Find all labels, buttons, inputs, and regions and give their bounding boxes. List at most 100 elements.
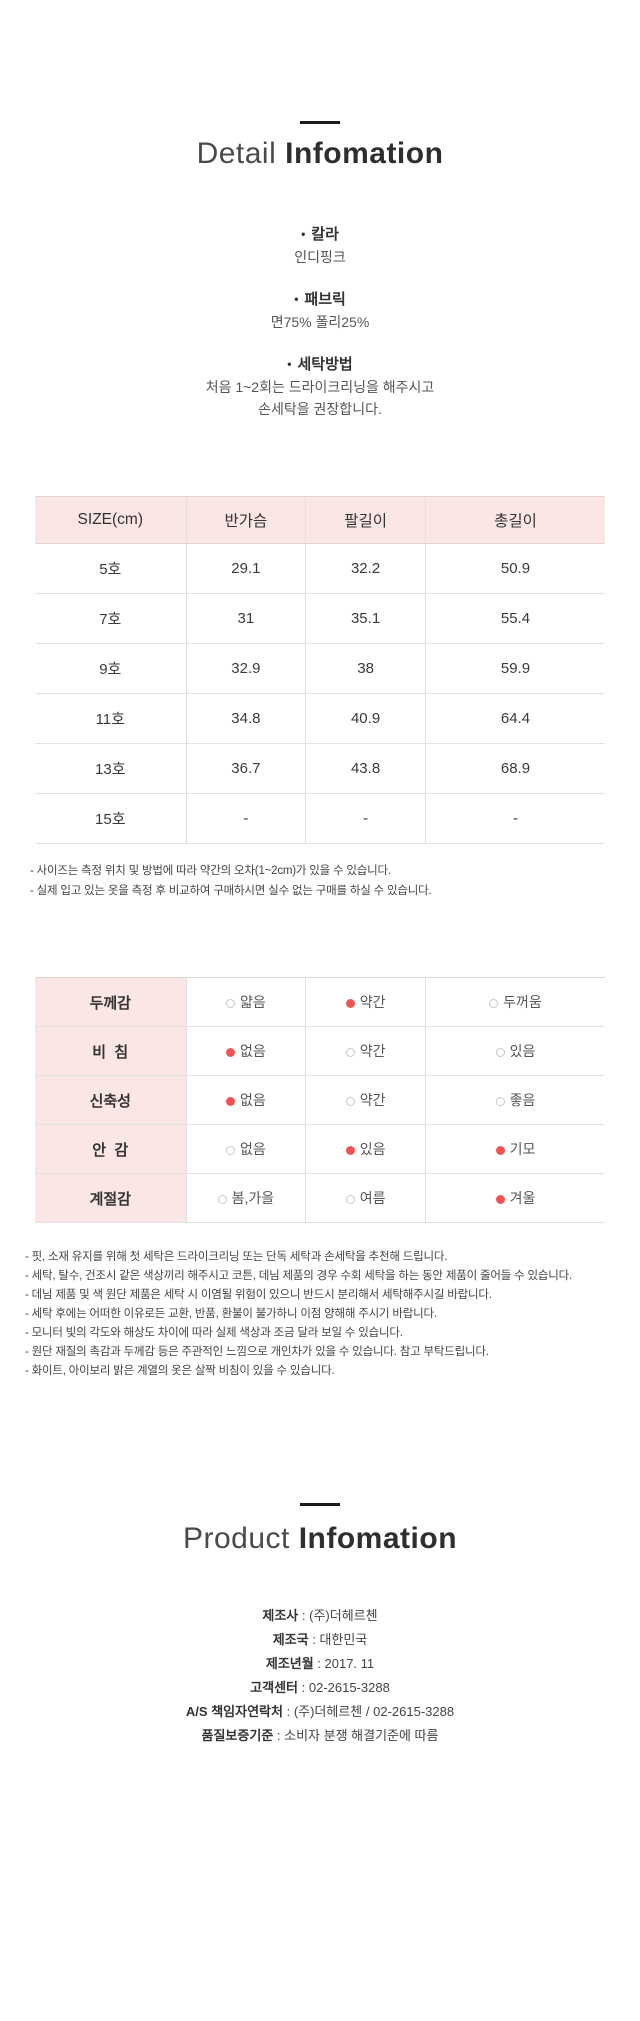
thickness-label: 두께감 — [35, 977, 187, 1027]
section-divider — [300, 121, 340, 124]
value-cell: 38 — [305, 643, 426, 694]
bullet-icon: • — [294, 292, 299, 306]
total-length-col-header: 총길이 — [424, 496, 605, 544]
size-col-header: SIZE(cm) — [35, 496, 187, 544]
bullet-icon: • — [301, 227, 306, 241]
customer-center-item: 고객센터 : 02-2615-3288 — [250, 1680, 390, 1695]
value-cell: 55.4 — [424, 593, 605, 644]
size-cell: 5호 — [35, 543, 187, 594]
detail-info-title-bold: Infomation — [285, 137, 444, 170]
care-notes: - 핏, 소재 유지를 위해 첫 세탁은 드라이크리닝 또는 단독 세탁과 손세… — [25, 1248, 615, 1381]
radio-icon — [345, 1048, 355, 1057]
size-table-row: 13호 36.7 43.8 68.9 — [35, 743, 605, 794]
thickness-row: 두께감 얇음 약간 두꺼움 — [35, 977, 605, 1027]
option-cell: 없음 — [185, 1026, 306, 1076]
option-cell: 약간 — [305, 1075, 426, 1125]
detail-info-title-light: Detail — [196, 137, 277, 170]
washing-section: • 세탁방법 처음 1~2회는 드라이크리닝을 해주시고 손세탁을 권장합니다. — [0, 353, 640, 420]
care-note: - 핏, 소재 유지를 위해 첫 세탁은 드라이크리닝 또는 단독 세탁과 손세… — [25, 1251, 448, 1263]
size-cell: 11호 — [35, 693, 187, 744]
value-cell: 59.9 — [424, 643, 605, 694]
care-note: - 세탁, 탈수, 건조시 같은 색상끼리 해주시고 코튼, 데님 제품의 경우… — [25, 1270, 572, 1282]
value-cell: - — [424, 793, 605, 844]
value-cell: 31 — [185, 593, 306, 644]
as-contact-item: A/S 책임자연락처 : (주)더헤르첸 / 02-2615-3288 — [185, 1704, 455, 1719]
fabric-value: 면75% 폴리25% — [270, 314, 370, 330]
stretch-label: 신축성 — [35, 1075, 187, 1125]
bullet-icon: • — [287, 357, 292, 371]
value-cell: 32.2 — [305, 543, 426, 594]
option-cell: 얇음 — [185, 977, 306, 1027]
value-cell: - — [185, 793, 306, 844]
sheerness-label: 비 침 — [35, 1026, 187, 1076]
radio-icon — [226, 1048, 235, 1057]
detail-info-title: Detail Infomation — [0, 137, 640, 171]
radio-icon — [495, 1097, 505, 1106]
product-detail-page: Detail Infomation • 칼라 인디핑크 • 패브릭 면75% 폴리2… — [0, 121, 640, 1748]
value-cell: 32.9 — [185, 643, 306, 694]
washing-section-label: • 세탁방법 — [287, 356, 353, 373]
half-chest-col-header: 반가슴 — [185, 496, 306, 544]
size-note: - 사이즈는 측정 위치 및 방법에 따라 약간의 오차(1~2cm)가 있을 … — [30, 865, 391, 877]
washing-line-2: 손세탁을 권장합니다. — [258, 401, 382, 417]
value-cell: 34.8 — [185, 693, 306, 744]
option-cell: 있음 — [305, 1124, 426, 1174]
sheerness-row: 비 침 없음 약간 있음 — [35, 1026, 605, 1076]
color-section: • 칼라 인디핑크 — [0, 223, 640, 268]
lining-label: 안 감 — [35, 1124, 187, 1174]
radio-icon — [345, 1195, 355, 1204]
radio-icon — [345, 1146, 355, 1155]
value-cell: 29.1 — [185, 543, 306, 594]
stretch-row: 신축성 없음 약간 좋음 — [35, 1075, 605, 1125]
size-notes: - 사이즈는 측정 위치 및 방법에 따라 약간의 오차(1~2cm)가 있을 … — [30, 861, 610, 901]
value-cell: 50.9 — [424, 543, 605, 594]
option-cell: 없음 — [185, 1075, 306, 1125]
option-cell: 약간 — [305, 977, 426, 1027]
product-info-title: Product Infomation — [0, 1522, 640, 1556]
value-cell: - — [305, 793, 426, 844]
option-cell: 여름 — [305, 1173, 426, 1223]
option-cell: 없음 — [185, 1124, 306, 1174]
attribute-table: 두께감 얇음 약간 두꺼움 비 침 없음 약간 있음 신축성 없음 약간 좋음 … — [35, 977, 605, 1223]
value-cell: 43.8 — [305, 743, 426, 794]
radio-icon — [217, 1195, 227, 1204]
radio-icon — [489, 999, 499, 1008]
size-table-row: 5호 29.1 32.2 50.9 — [35, 543, 605, 594]
lining-row: 안 감 없음 있음 기모 — [35, 1124, 605, 1174]
option-cell: 두꺼움 — [424, 977, 605, 1027]
care-note: - 모니터 빛의 각도와 해상도 차이에 따라 실제 색상과 조금 달라 보일 … — [25, 1327, 403, 1339]
value-cell: 68.9 — [424, 743, 605, 794]
warranty-item: 품질보증기준 : 소비자 분쟁 해결기준에 따름 — [201, 1728, 439, 1743]
radio-icon — [345, 999, 355, 1008]
country-item: 제조국 : 대한민국 — [272, 1632, 368, 1647]
care-note: - 화이트, 아이보리 밝은 계열의 옷은 살짝 비침이 있을 수 있습니다. — [25, 1365, 335, 1377]
color-section-label: • 칼라 — [301, 226, 339, 243]
product-info-items: 제조사 : (주)더헤르첸 제조국 : 대한민국 제조년월 : 2017. 11… — [0, 1604, 640, 1748]
season-row: 계절감 봄,가을 여름 겨울 — [35, 1173, 605, 1223]
fabric-section: • 패브릭 면75% 폴리25% — [0, 288, 640, 333]
size-cell: 9호 — [35, 643, 187, 694]
care-note: - 세탁 후에는 어떠한 이유로든 교환, 반품, 환불이 불가하니 이점 양해… — [25, 1308, 437, 1320]
value-cell: 35.1 — [305, 593, 426, 644]
washing-line-1: 처음 1~2회는 드라이크리닝을 해주시고 — [205, 379, 435, 395]
size-table-row: 15호 - - - — [35, 793, 605, 844]
care-note: - 데님 제품 및 색 원단 제품은 세탁 시 이염될 위험이 있으니 반드시 … — [25, 1289, 492, 1301]
option-cell: 좋음 — [424, 1075, 605, 1125]
radio-icon — [495, 1146, 505, 1155]
section-divider — [300, 1503, 340, 1506]
color-value: 인디핑크 — [294, 249, 346, 265]
sleeve-length-col-header: 팔길이 — [305, 496, 426, 544]
value-cell: 64.4 — [424, 693, 605, 744]
size-table-row: 9호 32.9 38 59.9 — [35, 643, 605, 694]
option-cell: 약간 — [305, 1026, 426, 1076]
size-table-row: 11호 34.8 40.9 64.4 — [35, 693, 605, 744]
size-cell: 13호 — [35, 743, 187, 794]
value-cell: 40.9 — [305, 693, 426, 744]
option-cell: 겨울 — [424, 1173, 605, 1223]
radio-icon — [345, 1097, 355, 1106]
size-note: - 실제 입고 있는 옷을 측정 후 비교하여 구매하시면 실수 없는 구매를 … — [30, 885, 432, 897]
size-table-row: 7호 31 35.1 55.4 — [35, 593, 605, 644]
care-note: - 원단 재질의 촉감과 두께감 등은 주관적인 느낌으로 개인차가 있을 수 … — [25, 1346, 489, 1358]
option-cell: 있음 — [424, 1026, 605, 1076]
size-table-header-row: SIZE(cm) 반가슴 팔길이 총길이 — [35, 496, 605, 544]
